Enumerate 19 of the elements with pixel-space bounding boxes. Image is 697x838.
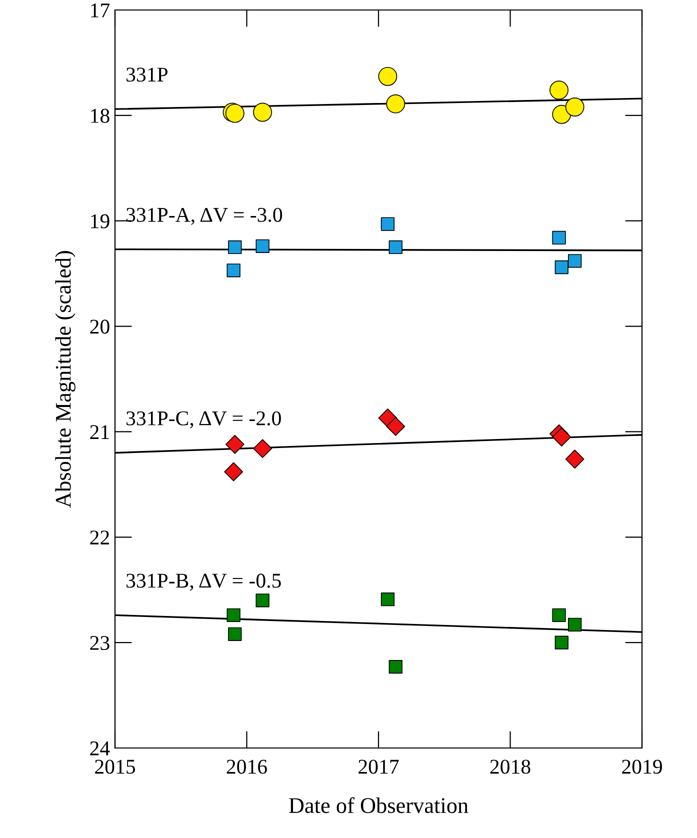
x-tick-label: 2017 [358,760,399,774]
x-axis-title: Date of Observation [289,797,468,814]
y-axis-title: Absolute Magnitude (scaled) [55,251,76,508]
y-tick-label: 21 [90,425,109,439]
y-tick-label: 17 [91,3,110,18]
y-tick-label: 19 [91,214,110,228]
y-tick-label: 22 [90,530,109,544]
annotation: 331P [126,68,168,82]
y-tick-label: 23 [90,636,110,650]
y-tick-label: 18 [91,108,110,123]
annotation: 331P-A, ΔV = -3.0 [126,208,282,225]
y-tick-label: 20 [90,320,110,334]
x-tick-label: 2016 [226,760,267,774]
y-tick-label: 24 [90,741,110,756]
x-tick-label: 2015 [95,760,136,774]
annotation: 331P-C, ΔV = -2.0 [126,411,281,428]
x-tick-label: 2018 [490,760,530,774]
annotation: 331P-B, ΔV = -0.5 [126,574,281,591]
x-tick-label: 2019 [622,760,662,774]
